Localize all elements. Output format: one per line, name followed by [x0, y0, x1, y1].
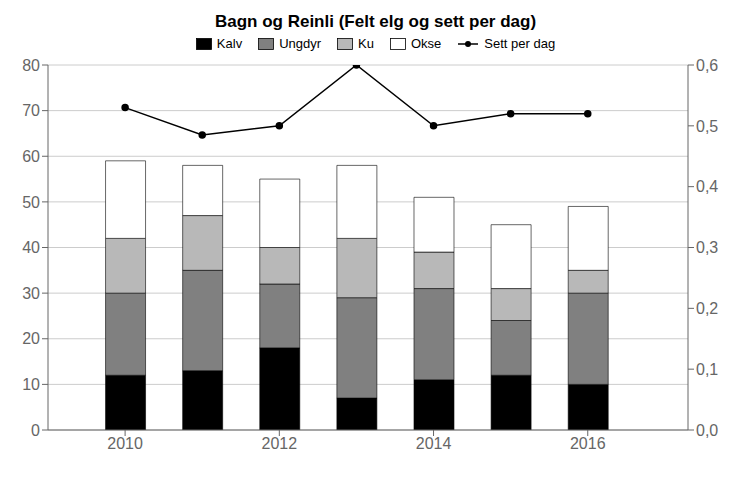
svg-text:10: 10: [22, 376, 40, 393]
svg-text:2014: 2014: [416, 435, 452, 452]
html-text:Kalv: Kalv: [216, 36, 243, 51]
svg-text:30: 30: [22, 285, 40, 302]
svg-text:0,2: 0,2: [696, 300, 718, 317]
svg-text:40: 40: [22, 239, 40, 256]
svg-text:2012: 2012: [262, 435, 298, 452]
svg-text:2016: 2016: [570, 435, 606, 452]
svg-text:20: 20: [22, 330, 40, 347]
svg-text:60: 60: [22, 148, 40, 165]
svg-text:0,4: 0,4: [696, 178, 718, 195]
svg-text:70: 70: [22, 102, 40, 119]
svg-text:80: 80: [22, 57, 40, 74]
html-text:Ku: Ku: [358, 36, 374, 51]
svg-text:0: 0: [31, 422, 40, 439]
svg-text:50: 50: [22, 194, 40, 211]
svg-text:0,0: 0,0: [696, 422, 718, 439]
svg-text:0,1: 0,1: [696, 361, 718, 378]
svg-text:0,6: 0,6: [696, 57, 718, 74]
html-text:Bagn og Reinli (Felt elg og se: Bagn og Reinli (Felt elg og sett per dag…: [214, 12, 537, 31]
html-text:Ungdyr: Ungdyr: [279, 36, 322, 51]
svg-text:0,5: 0,5: [696, 118, 718, 135]
svg-text:2010: 2010: [107, 435, 143, 452]
svg-text:0,3: 0,3: [696, 239, 718, 256]
html-text:Okse: Okse: [411, 36, 442, 51]
html-text:Sett per dag: Sett per dag: [484, 36, 556, 51]
